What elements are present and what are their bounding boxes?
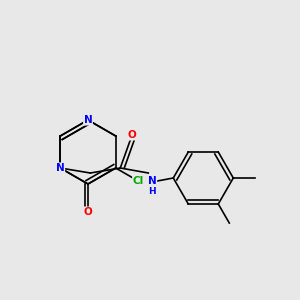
Text: N: N bbox=[148, 176, 157, 186]
Text: O: O bbox=[128, 130, 137, 140]
Text: N: N bbox=[84, 115, 92, 125]
Text: H: H bbox=[148, 187, 156, 196]
Text: N: N bbox=[56, 163, 65, 173]
Text: O: O bbox=[84, 207, 92, 217]
Text: Cl: Cl bbox=[133, 176, 144, 186]
